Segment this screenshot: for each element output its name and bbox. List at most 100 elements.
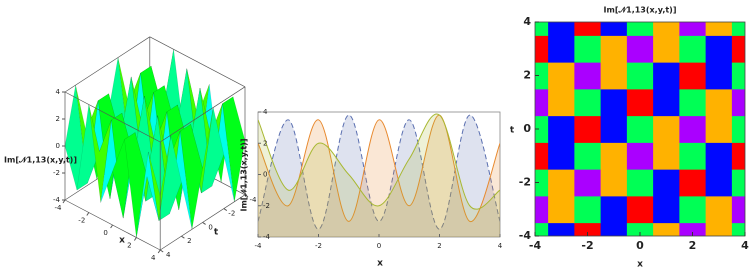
- density-cell: [535, 222, 549, 236]
- density-cell: [679, 62, 707, 90]
- density-cell: [600, 35, 628, 63]
- density-cell: [535, 88, 549, 117]
- box-edge: [149, 36, 246, 88]
- x-tick-label: -2: [78, 217, 85, 225]
- density-cell: [626, 142, 654, 170]
- density-cell: [626, 35, 654, 63]
- density-cell: [705, 115, 733, 143]
- density-cell: [653, 35, 680, 63]
- y-tick-label: -2: [519, 176, 531, 189]
- density-cell: [548, 88, 575, 117]
- series-area: [258, 114, 500, 237]
- density-cell: [653, 62, 680, 90]
- density-cell: [535, 115, 549, 143]
- y-tick-label: 2: [523, 69, 531, 82]
- density-cell: [626, 115, 654, 143]
- t-tick: [223, 208, 228, 212]
- x-tick: [133, 237, 137, 241]
- density-cell: [679, 35, 707, 63]
- density-cell: [731, 169, 745, 197]
- density-cell: [574, 195, 602, 224]
- z-tick-label: 4: [56, 88, 61, 96]
- y-axis-label: t: [510, 126, 515, 136]
- density-cell: [574, 142, 602, 170]
- density-cell: [548, 62, 575, 90]
- density-cell: [679, 22, 707, 36]
- density-cell: [731, 222, 745, 236]
- t-tick: [202, 221, 206, 225]
- x-axis-label: x: [119, 236, 125, 246]
- density-cell: [679, 169, 707, 197]
- density-cell: [679, 88, 707, 117]
- x-tick-label: -4: [529, 239, 542, 252]
- density-cell: [731, 35, 745, 63]
- density-cell: [600, 62, 628, 90]
- z-axis-label: Im[𝒩1,13(x,y,t)]: [4, 156, 77, 165]
- x-tick-label: 2: [437, 242, 441, 250]
- t-tick-label: 4: [166, 251, 171, 259]
- x-tick: [86, 212, 90, 216]
- t-tick: [244, 194, 249, 198]
- x-tick-label: 4: [498, 242, 503, 250]
- series-line: [258, 113, 500, 210]
- density-cell: [535, 142, 549, 170]
- y-tick-label: 0: [523, 122, 531, 135]
- density-cell: [626, 22, 654, 36]
- t-tick-label: -2: [228, 210, 235, 218]
- density-cell: [535, 195, 549, 224]
- plot-area: [258, 113, 500, 237]
- density-cell: [679, 195, 707, 224]
- density-cell: [705, 35, 733, 63]
- density-cell: [600, 142, 628, 170]
- x-tick-label: 0: [636, 239, 644, 252]
- density-cell: [705, 142, 733, 170]
- t-tick: [159, 249, 164, 253]
- density-cell: [653, 88, 680, 117]
- x-axis-label: x: [377, 259, 383, 269]
- density-cell: [705, 22, 733, 36]
- density-cell: [574, 115, 602, 143]
- density-cell: [626, 222, 654, 236]
- density-cell: [626, 62, 654, 90]
- density-cell: [574, 62, 602, 90]
- density-cell: [574, 222, 602, 236]
- series-line: [258, 114, 500, 222]
- series-area: [258, 115, 500, 237]
- x-tick-label: -4: [255, 242, 263, 250]
- z-tick-label: -4: [53, 196, 61, 204]
- density-cell: [731, 88, 745, 117]
- z-tick-label: -2: [53, 169, 60, 177]
- y-tick-label: 0: [263, 171, 267, 179]
- x-tick-label: 2: [689, 239, 697, 252]
- density-cell: [653, 115, 680, 143]
- density-cell: [653, 22, 680, 36]
- x-tick-label: 4: [151, 254, 156, 262]
- x-tick-label: -4: [55, 204, 63, 212]
- box-edge: [64, 91, 161, 143]
- t-tick-label: 2: [187, 237, 191, 245]
- y-tick-label: 4: [523, 15, 531, 28]
- density-cell: [535, 22, 549, 36]
- density-cell: [705, 169, 733, 197]
- t-tick: [181, 235, 185, 239]
- x-tick-label: -2: [315, 242, 322, 250]
- density-cell: [600, 88, 628, 117]
- density-cell: [653, 222, 680, 236]
- x-axis-label: x: [637, 260, 643, 270]
- density-cell: [600, 195, 628, 224]
- density-cell: [574, 35, 602, 63]
- density-cell: [731, 62, 745, 90]
- box-edge: [160, 86, 246, 143]
- density-cell: [600, 169, 628, 197]
- x-tick-label: 0: [377, 242, 381, 250]
- chart-title: Im[𝒩1,13(x,y,t)]: [604, 6, 677, 15]
- density-cell: [653, 195, 680, 224]
- z-tick-label: 2: [56, 115, 60, 123]
- density-cell: [679, 222, 707, 236]
- density-cell: [548, 169, 575, 197]
- density-cell: [600, 115, 628, 143]
- density-cell: [535, 35, 549, 63]
- density-cell: [548, 195, 575, 224]
- density-cell: [679, 115, 707, 143]
